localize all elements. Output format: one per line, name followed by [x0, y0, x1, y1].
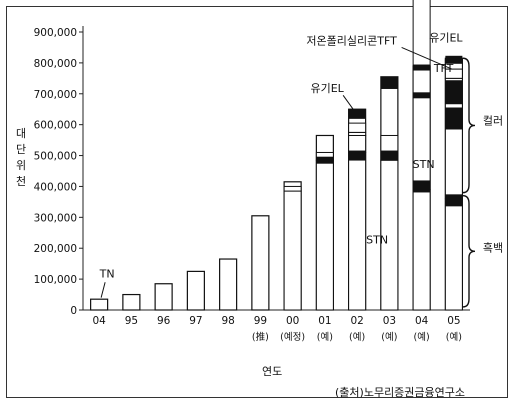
x-tick-label: 00	[286, 315, 299, 327]
x-tick-label: 05	[447, 315, 460, 327]
bar-dark-band	[413, 180, 431, 193]
bar	[154, 283, 173, 311]
bar-segment-TFT	[348, 134, 367, 153]
x-axis-label: 연도	[262, 365, 283, 378]
bar-dark-band	[316, 156, 334, 164]
bar	[186, 270, 205, 311]
y-tick-label: 0	[70, 305, 77, 317]
bar-dark-band	[445, 194, 463, 207]
bar-segment-TFT	[283, 185, 302, 192]
source-note: (출처)노무리증권금융연구소	[335, 386, 466, 399]
annotation-leader	[342, 95, 354, 110]
bar-dark-band	[445, 107, 463, 130]
y-tick-label: 500,000	[34, 151, 77, 163]
bar-dark-band	[348, 108, 366, 119]
bar-dark-band	[445, 80, 463, 105]
bar	[90, 298, 109, 311]
bar	[122, 293, 141, 311]
bar	[219, 258, 238, 311]
y-tick-label: 400,000	[34, 181, 77, 193]
x-tick-label: 02	[350, 315, 363, 327]
annotation-label: 유기EL	[310, 82, 344, 95]
annotation-label: STN	[366, 234, 388, 247]
bar-segment-STN	[348, 151, 367, 311]
bar-dark-band	[380, 150, 398, 161]
y-tick-label: 100,000	[34, 274, 77, 286]
bar-dark-band	[413, 92, 431, 99]
x-tick-sublabel: (예)	[381, 332, 397, 343]
color-brace	[462, 57, 476, 194]
bar-segment-유기EL	[348, 122, 367, 133]
x-tick-label: 95	[125, 315, 138, 327]
x-tick-label: 97	[189, 315, 202, 327]
x-tick-sublabel: (예)	[446, 332, 462, 343]
bar-segment-STN	[283, 190, 302, 311]
y-tick-label: 800,000	[34, 58, 77, 70]
x-tick-label: 04	[92, 315, 106, 327]
annotation-label: TFT	[433, 62, 454, 75]
mono-brace	[462, 195, 476, 308]
bar-segment-STN	[412, 189, 431, 311]
y-tick-label: 200,000	[34, 243, 77, 255]
y-axis-label: 대단위천	[15, 127, 27, 188]
bar-segment-STN	[444, 198, 463, 311]
annotation-label: STN	[413, 158, 435, 171]
x-tick-sublabel: (推)	[252, 331, 269, 343]
annotation-label: 유기EL	[429, 31, 463, 44]
x-tick-label: 03	[383, 315, 396, 327]
x-tick-label: 96	[157, 315, 171, 327]
bar	[251, 215, 270, 311]
y-tick-label: 900,000	[34, 27, 77, 39]
x-tick-sublabel: (예)	[317, 332, 333, 343]
annotation-leader	[401, 46, 453, 70]
bar-dark-band	[413, 64, 431, 71]
bar-dark-band	[380, 76, 398, 89]
chart-frame	[6, 6, 508, 398]
x-tick-label: 99	[254, 315, 267, 327]
bracket-label: 흑백	[483, 240, 503, 254]
annotation-label: 저온폴리실리콘TFT	[306, 34, 397, 47]
bar-segment-STN	[315, 159, 334, 311]
x-tick-label: 04	[415, 315, 429, 327]
y-tick-label: 600,000	[34, 120, 77, 132]
x-tick-sublabel: (예)	[414, 332, 430, 343]
bar-dark-band	[348, 150, 366, 161]
x-tick-sublabel: (예정)	[280, 332, 305, 343]
annotation-label: TN	[99, 268, 115, 281]
x-tick-sublabel: (예)	[349, 332, 365, 343]
bracket-label: 컬러	[483, 115, 503, 128]
bar-dark-band	[445, 55, 463, 64]
y-tick-label: 300,000	[34, 212, 77, 224]
x-tick-label: 01	[318, 315, 331, 327]
x-tick-label: 98	[221, 315, 234, 327]
annotation-leader	[100, 282, 106, 298]
y-tick-label: 700,000	[34, 89, 77, 101]
